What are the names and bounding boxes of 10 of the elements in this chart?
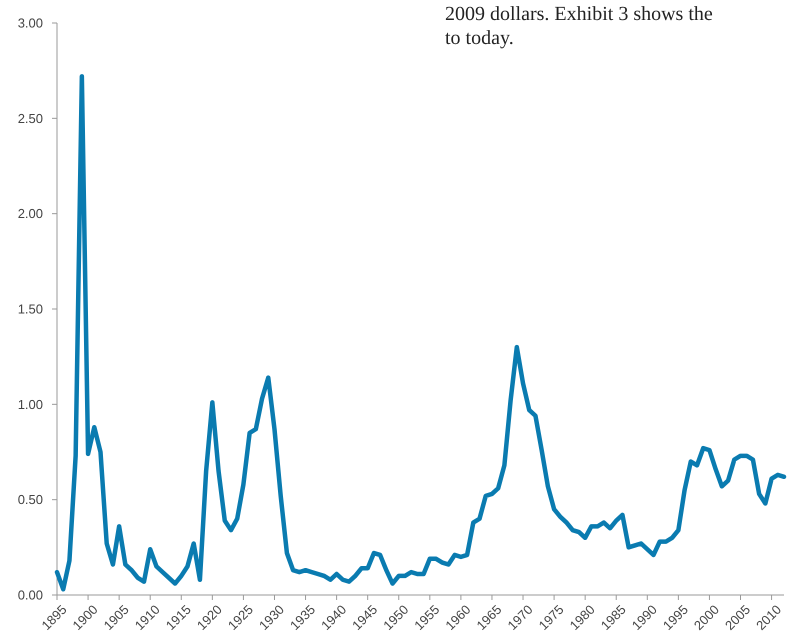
y-tick-label: 1.50 <box>18 302 43 317</box>
annotation: 2009 dollars. Exhibit 3 shows the <box>445 3 713 25</box>
y-tick-label: 2.00 <box>18 206 43 222</box>
line-series <box>54 74 786 592</box>
y-tick-label: 2.50 <box>18 110 43 126</box>
y-tick-label: 0.00 <box>18 588 43 603</box>
y-tick-label: 3.00 <box>18 16 43 31</box>
y-tick-label: 0.50 <box>18 492 43 508</box>
annotation: to today. <box>445 27 514 49</box>
y-tick-label: 1.00 <box>18 396 43 412</box>
